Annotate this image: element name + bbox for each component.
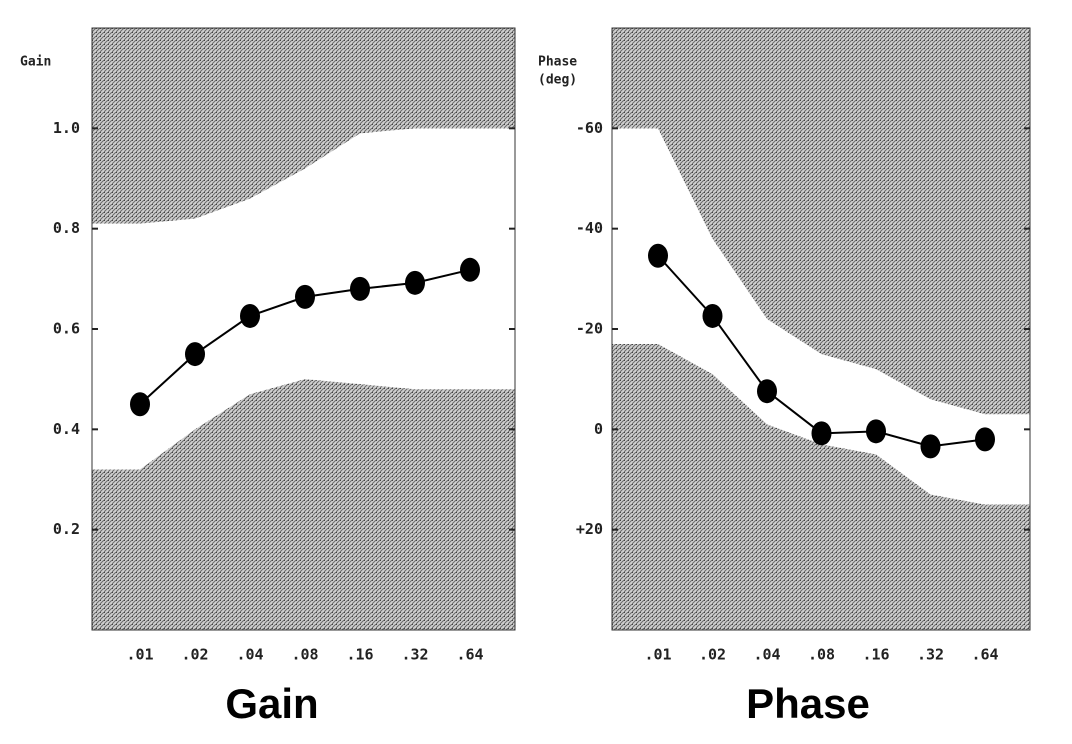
data-point <box>185 342 205 367</box>
data-point <box>648 243 668 268</box>
normal-band <box>612 128 1030 505</box>
data-point <box>866 419 886 444</box>
data-point <box>295 284 315 309</box>
chart-title: Phase <box>746 680 870 727</box>
y-tick-label: 0.4 <box>53 420 80 438</box>
data-point <box>405 270 425 295</box>
data-point <box>811 421 832 446</box>
x-tick-label: .01 <box>126 646 153 664</box>
x-tick-label: .08 <box>291 646 318 664</box>
y-tick-label: -40 <box>576 219 603 237</box>
y-tick-label: 1.0 <box>53 119 80 137</box>
data-point <box>130 392 150 417</box>
x-tick-label: .64 <box>971 646 998 664</box>
y-tick-label: +20 <box>576 520 603 538</box>
x-tick-label: .04 <box>753 646 780 664</box>
x-tick-label: .04 <box>236 646 263 664</box>
x-tick-label: .02 <box>699 646 726 664</box>
x-tick-label: .32 <box>401 646 428 664</box>
data-point <box>975 427 995 452</box>
y-tick-label: -60 <box>576 119 603 137</box>
y-axis-label: Phase <box>538 55 577 70</box>
data-point <box>460 257 480 282</box>
x-tick-label: .32 <box>917 646 944 664</box>
y-tick-label: -20 <box>576 320 603 338</box>
y-tick-label: 0.6 <box>53 320 80 338</box>
y-tick-label: 0 <box>594 420 603 438</box>
data-point <box>240 303 260 328</box>
y-tick-label: 0.2 <box>53 520 80 538</box>
data-point <box>920 434 941 459</box>
x-tick-label: .16 <box>346 646 373 664</box>
data-point <box>702 303 723 328</box>
data-point <box>350 276 370 301</box>
x-tick-label: .64 <box>456 646 483 664</box>
y-axis-label: Gain <box>20 55 51 70</box>
x-tick-label: .02 <box>181 646 208 664</box>
y-axis-label: (deg) <box>538 73 577 88</box>
x-tick-label: .16 <box>862 646 889 664</box>
x-tick-label: .08 <box>808 646 835 664</box>
data-point <box>757 379 777 404</box>
x-tick-label: .01 <box>644 646 671 664</box>
y-tick-label: 0.8 <box>53 219 80 237</box>
chart-title: Gain <box>225 680 318 727</box>
